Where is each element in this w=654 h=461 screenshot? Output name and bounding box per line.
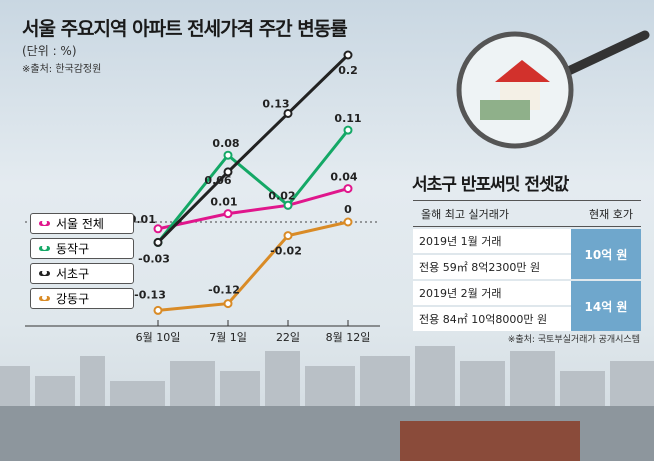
header-ask-price: 현재 호가 [589, 207, 633, 221]
series-line [156, 129, 350, 244]
table-title: 서초구 반포써밋 전셋값 [412, 175, 569, 195]
data-label: 0.2 [338, 64, 358, 77]
ask-price: 10억 원 [571, 229, 641, 279]
legend-marker-icon [39, 295, 50, 301]
apartment-skyline [0, 346, 654, 461]
data-point [343, 125, 353, 135]
series-line [157, 187, 349, 231]
legend-label: 서초구 [56, 267, 90, 281]
header-max-price: 올해 최고 실거래가 [421, 207, 509, 221]
data-point [343, 184, 353, 194]
x-tick-label: 8월 12일 [326, 330, 371, 344]
chart-title: 서울 주요지역 아파트 전세가격 주간 변동률 [22, 18, 348, 40]
legend-label: 동작구 [56, 242, 90, 256]
data-point [223, 209, 233, 219]
legend-marker-icon [39, 245, 50, 251]
magnifier-house-image [456, 30, 650, 149]
data-label: 0.04 [330, 171, 357, 184]
x-tick-label: 22일 [276, 330, 300, 344]
trade-detail: 전용 84㎡ 10억8000만 원 [413, 305, 571, 331]
series-line [157, 220, 349, 312]
chart-source: ※출처: 한국감정원 [22, 64, 102, 75]
table-header: 올해 최고 실거래가 현재 호가 [413, 200, 641, 227]
trade-date: 2019년 2월 거래 [419, 287, 502, 300]
series-line [156, 53, 350, 244]
data-point [153, 237, 163, 247]
data-label: -0.12 [208, 284, 240, 297]
data-point [153, 224, 163, 234]
legend-marker-icon [39, 270, 50, 276]
trade-detail: 전용 59㎡ 8억2300만 원 [413, 253, 571, 279]
data-label: 0.06 [204, 174, 231, 187]
data-point [223, 299, 233, 309]
data-label: 0.08 [212, 137, 239, 150]
data-label: -0.03 [138, 252, 170, 265]
data-label: 0 [344, 203, 352, 216]
x-tick-label: 7월 1일 [209, 330, 247, 344]
legend-marker-icon [39, 220, 50, 226]
data-point [283, 231, 293, 241]
data-point [283, 108, 293, 118]
data-point [153, 305, 163, 315]
legend-item: 서초구 [30, 263, 134, 284]
x-tick-label: 6월 10일 [136, 330, 181, 344]
data-point [343, 50, 353, 60]
data-point [343, 217, 353, 227]
legend-item: 서울 전체 [30, 213, 134, 234]
data-label: 0.13 [262, 97, 289, 110]
data-label: 0.02 [268, 189, 295, 202]
legend-item: 동작구 [30, 238, 134, 259]
data-label: -0.02 [270, 245, 302, 258]
legend-label: 강동구 [56, 292, 90, 306]
ask-price: 14억 원 [571, 281, 641, 331]
data-point [283, 200, 293, 210]
legend-item: 강동구 [30, 288, 134, 309]
unit-label: (단위 : %) [22, 44, 77, 58]
trade-date: 2019년 1월 거래 [419, 235, 502, 248]
data-label: 0.11 [334, 112, 361, 125]
data-point [223, 167, 233, 177]
table-source: ※출처: 국토부실거래가 공개시스템 [507, 335, 640, 345]
data-label: -0.13 [134, 288, 166, 301]
legend-label: 서울 전체 [56, 217, 104, 231]
data-label: 0.01 [210, 196, 237, 209]
data-point [223, 150, 233, 160]
